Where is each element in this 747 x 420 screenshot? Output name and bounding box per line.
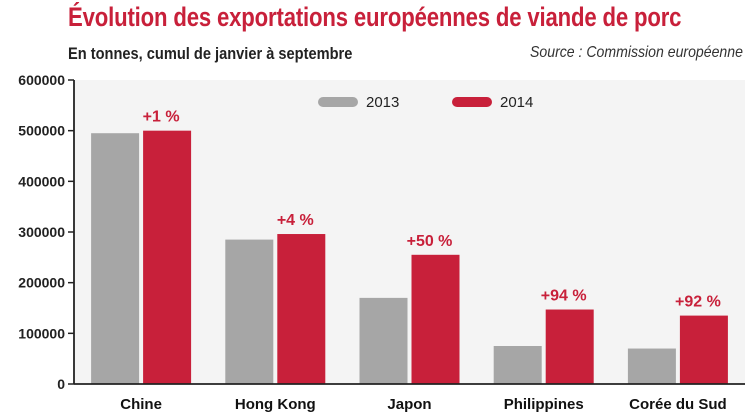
y-tick-label: 100000 xyxy=(18,325,65,341)
y-tick-label: 0 xyxy=(57,376,65,392)
legend-swatch-2014 xyxy=(452,97,492,107)
x-tick-label: Corée du Sud xyxy=(629,396,727,413)
percent-label: +1 % xyxy=(143,109,180,126)
chart-source: Source : Commission européenne xyxy=(530,44,743,61)
percent-label: +50 % xyxy=(407,233,453,250)
y-tick-label: 600000 xyxy=(18,72,65,88)
x-tick-label: Japon xyxy=(387,396,431,413)
bar-2014-hong-kong xyxy=(277,234,326,384)
bar-2013-philippines xyxy=(493,346,542,384)
legend-swatch-2013 xyxy=(318,97,358,107)
legend: 2013 2014 xyxy=(318,94,533,111)
bar-2013-hong-kong xyxy=(225,239,274,384)
y-axis-ticks: 0 100000 200000 300000 400000 500000 600000 xyxy=(18,72,74,392)
y-tick-label: 400000 xyxy=(18,173,65,189)
bar-2014-corée-du-sud xyxy=(679,315,728,384)
legend-label-2014: 2014 xyxy=(500,94,533,111)
axes xyxy=(73,80,745,385)
y-tick-label: 500000 xyxy=(18,123,65,139)
percent-label: +92 % xyxy=(675,294,721,311)
percent-label: +4 % xyxy=(277,212,314,229)
bar-2014-philippines xyxy=(545,309,594,384)
y-tick-label: 300000 xyxy=(18,224,65,240)
legend-label-2013: 2013 xyxy=(366,94,399,111)
percent-annotations: +1 % +4 % +50 % +94 % +92 % xyxy=(143,109,721,311)
bar-2014-chine xyxy=(143,130,192,384)
x-tick-label: Hong Kong xyxy=(235,396,316,413)
y-tick-label: 200000 xyxy=(18,275,65,291)
x-tick-label: Philippines xyxy=(504,396,584,413)
bars xyxy=(91,130,728,384)
bar-2014-japon xyxy=(411,254,460,384)
chart-subtitle: En tonnes, cumul de janvier à septembre xyxy=(68,44,353,63)
bar-2013-japon xyxy=(359,297,408,384)
bar-2013-chine xyxy=(91,133,140,384)
percent-label: +94 % xyxy=(541,288,587,305)
bar-2013-corée-du-sud xyxy=(627,348,676,384)
chart-title: Évolution des exportations européennes d… xyxy=(68,2,682,32)
x-axis-labels: Chine Hong Kong Japon Philippines Corée du S… xyxy=(120,396,726,413)
x-tick-label: Chine xyxy=(120,396,162,413)
